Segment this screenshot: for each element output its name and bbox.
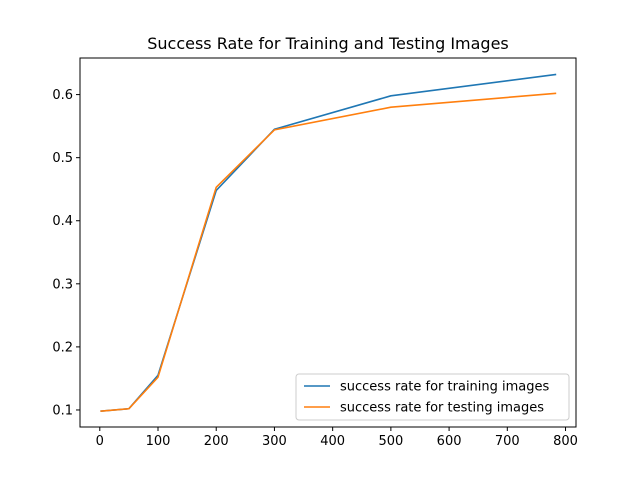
x-tick-label: 0 (96, 434, 104, 449)
x-axis: 0 100 200 300 400 500 600 700 800 (96, 427, 578, 449)
y-tick-label: 0.6 (52, 88, 73, 103)
series-line-1 (100, 92, 557, 412)
legend-label-0: success rate for training images (340, 380, 550, 395)
y-tick-label: 0.5 (52, 151, 73, 166)
plot-lines (100, 73, 557, 412)
y-axis: 0.1 0.2 0.3 0.4 0.5 0.6 (52, 88, 80, 418)
x-tick-label: 200 (204, 434, 229, 449)
chart-title: Success Rate for Training and Testing Im… (147, 34, 509, 53)
y-tick-label: 0.4 (52, 214, 73, 229)
y-tick-label: 0.3 (52, 277, 73, 292)
legend-label-1: success rate for testing images (340, 401, 544, 416)
x-tick-label: 100 (146, 434, 171, 449)
x-tick-label: 700 (495, 434, 520, 449)
x-tick-label: 500 (378, 434, 403, 449)
x-tick-label: 600 (437, 434, 462, 449)
x-tick-label: 300 (262, 434, 287, 449)
x-tick-label: 800 (553, 434, 578, 449)
legend-box (295, 373, 570, 421)
series-line-0 (100, 73, 557, 412)
y-tick-label: 0.1 (52, 403, 73, 418)
y-tick-label: 0.2 (52, 340, 73, 355)
x-tick-label: 400 (320, 434, 345, 449)
legend: success rate for training images success … (295, 373, 570, 421)
plot-frame (79, 57, 577, 428)
